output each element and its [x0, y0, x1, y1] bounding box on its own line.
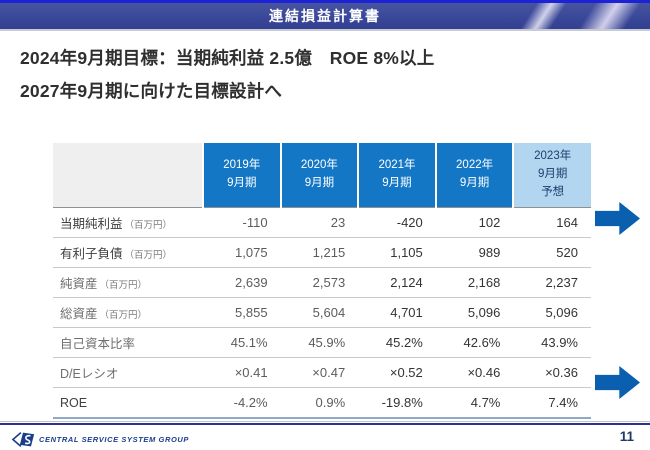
- slide-header-title: 連結損益計算書: [269, 8, 381, 24]
- cell-value: 520: [513, 237, 591, 268]
- cell-value: 23: [280, 207, 359, 238]
- cell-value: 5,096: [435, 297, 514, 328]
- footer-divider-gray: [0, 421, 650, 422]
- cell-value: 4.7%: [435, 387, 514, 419]
- cell-value: 164: [513, 207, 591, 238]
- table-row-total-assets: 総資産 （百万円） 5,855 5,604 4,701 5,096 5,096: [53, 297, 591, 328]
- cell-value: ×0.36: [513, 357, 591, 388]
- row-unit: （百万円）: [99, 280, 148, 291]
- top-accent-line: [0, 0, 650, 3]
- cell-value: 0.9%: [280, 387, 359, 419]
- cell-value: 2,573: [280, 267, 359, 298]
- row-label-text: 自己資本比率: [60, 337, 136, 351]
- table-corner-cell: [53, 143, 203, 208]
- row-label: 純資産 （百万円）: [53, 267, 203, 298]
- row-label-text: 有利子負債: [60, 247, 123, 261]
- cell-value: 2,168: [435, 267, 514, 298]
- table-row-net-assets: 純資産 （百万円） 2,639 2,573 2,124 2,168 2,237: [53, 267, 591, 298]
- cell-value: ×0.41: [203, 357, 281, 388]
- table-row-de-ratio: D/Eレシオ ×0.41 ×0.47 ×0.52 ×0.46 ×0.36: [53, 357, 591, 388]
- cell-value: 1,105: [358, 237, 436, 268]
- row-label-text: 総資産: [60, 307, 98, 321]
- row-label: 自己資本比率: [53, 327, 203, 358]
- page-number: 11: [619, 429, 634, 444]
- row-label: 当期純利益 （百万円）: [53, 207, 203, 238]
- cell-value: 7.4%: [513, 387, 591, 419]
- row-unit: （百万円）: [99, 310, 148, 321]
- cell-value: -19.8%: [358, 387, 436, 419]
- cell-value: 4,701: [358, 297, 436, 328]
- row-label: 有利子負債 （百万円）: [53, 237, 203, 268]
- right-arrow-icon: [595, 366, 640, 399]
- cell-value: -4.2%: [203, 387, 281, 419]
- row-unit: （百万円）: [124, 220, 173, 231]
- cell-value: ×0.52: [358, 357, 436, 388]
- company-logo-text: CENTRAL SERVICE SYSTEM GROUP: [39, 435, 190, 444]
- column-header-2023-forecast: 2023年 9月期 予想: [512, 143, 591, 208]
- table-row-equity-ratio: 自己資本比率 45.1% 45.9% 45.2% 42.6% 43.9%: [53, 327, 591, 358]
- cell-value: 5,604: [280, 297, 359, 328]
- table-header-row: 2019年 9月期 2020年 9月期 2021年 9月期 2022年 9月期 …: [53, 143, 591, 208]
- row-label: ROE: [53, 387, 203, 419]
- row-label-text: 当期純利益: [60, 217, 123, 231]
- column-header-2021: 2021年 9月期: [357, 143, 436, 208]
- row-unit: （百万円）: [124, 250, 173, 261]
- slide-headline: 2024年9月期目標：当期純利益 2.5億 ROE 8%以上 2027年9月期に…: [20, 42, 434, 108]
- company-logo: CENTRAL SERVICE SYSTEM GROUP: [10, 431, 189, 448]
- column-header-2020: 2020年 9月期: [279, 143, 359, 208]
- right-arrow-icon: [595, 202, 640, 235]
- cell-value: 2,124: [358, 267, 436, 298]
- cell-value: 5,096: [513, 297, 591, 328]
- table-row-net-income: 当期純利益 （百万円） -110 23 -420 102 164: [53, 207, 591, 238]
- row-label-text: D/Eレシオ: [60, 367, 119, 381]
- cell-value: ×0.46: [435, 357, 514, 388]
- cell-value: 43.9%: [513, 327, 591, 358]
- cell-value: 45.9%: [280, 327, 359, 358]
- row-label-text: 純資産: [60, 277, 98, 291]
- cell-value: -420: [358, 207, 436, 238]
- cell-value: 5,855: [203, 297, 281, 328]
- cell-value: 42.6%: [435, 327, 514, 358]
- headline-line-1: 2024年9月期目標：当期純利益 2.5億 ROE 8%以上: [20, 48, 435, 68]
- row-label: D/Eレシオ: [53, 357, 203, 388]
- cell-value: 2,237: [513, 267, 591, 298]
- footer-divider-navy: [0, 423, 650, 425]
- cell-value: ×0.47: [280, 357, 359, 388]
- headline-line-2: 2027年9月期に向けた目標設計へ: [20, 81, 283, 101]
- cell-value: 102: [435, 207, 514, 238]
- row-label: 総資産 （百万円）: [53, 297, 203, 328]
- header-bottom-divider: [0, 29, 650, 31]
- column-header-2022: 2022年 9月期: [434, 143, 514, 208]
- cell-value: 1,215: [280, 237, 359, 268]
- table-row-interest-bearing-debt: 有利子負債 （百万円） 1,075 1,215 1,105 989 520: [53, 237, 591, 268]
- slide-header-bar: 連結損益計算書: [0, 3, 650, 29]
- financial-metrics-table: 2019年 9月期 2020年 9月期 2021年 9月期 2022年 9月期 …: [53, 143, 591, 419]
- row-label-text: ROE: [60, 395, 88, 410]
- column-header-2019: 2019年 9月期: [202, 143, 281, 208]
- cell-value: -110: [203, 207, 281, 238]
- cell-value: 45.1%: [203, 327, 281, 358]
- company-logo-icon: [11, 431, 35, 448]
- cell-value: 1,075: [203, 237, 281, 268]
- cell-value: 989: [435, 237, 514, 268]
- table-row-roe: ROE -4.2% 0.9% -19.8% 4.7% 7.4%: [53, 387, 591, 419]
- cell-value: 45.2%: [358, 327, 436, 358]
- cell-value: 2,639: [203, 267, 281, 298]
